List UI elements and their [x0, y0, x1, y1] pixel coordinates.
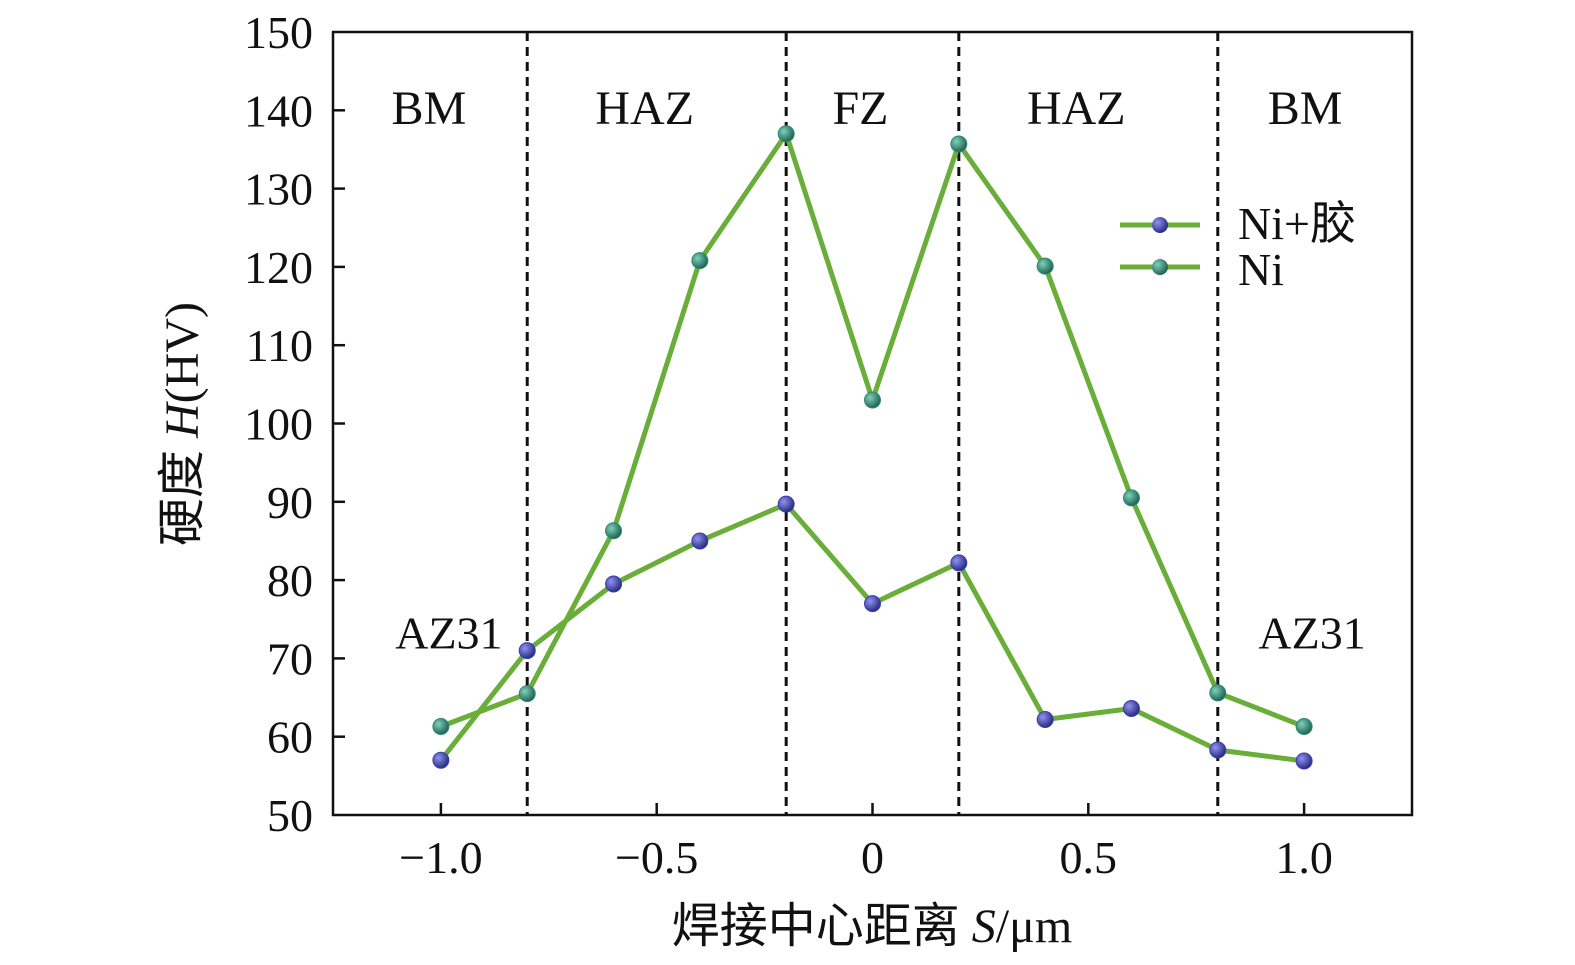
- plot-frame: [331, 30, 1414, 817]
- data-point-series-0: [950, 554, 968, 572]
- region-label: HAZ: [1027, 82, 1126, 135]
- data-point-series-1: [691, 252, 709, 270]
- data-point-series-1: [1036, 257, 1054, 275]
- y-axis-ticks: 50 60 70 80 90 100 110 120 130 140 150: [244, 7, 345, 841]
- region-label: HAZ: [595, 82, 694, 135]
- region-label: BM: [1268, 82, 1343, 135]
- y-tick-label: 70: [267, 633, 313, 684]
- x-tick-label: −0.5: [615, 832, 698, 883]
- region-label: BM: [392, 82, 467, 135]
- y-tick-label: 120: [244, 242, 313, 293]
- y-tick-label: 90: [267, 477, 313, 528]
- data-point-series-1: [1295, 718, 1313, 736]
- zone-boundaries: [525, 32, 1220, 815]
- data-point-series-1: [432, 718, 450, 736]
- y-tick-label: 60: [267, 712, 313, 763]
- x-tick-label: −1.0: [399, 832, 482, 883]
- data-point-series-1: [777, 125, 795, 143]
- series-markers: [432, 125, 1313, 770]
- series-lines: [438, 131, 1306, 764]
- data-point-series-0: [518, 642, 536, 660]
- x-tick-label: 0.5: [1060, 832, 1118, 883]
- y-tick-label: 150: [244, 7, 313, 58]
- y-tick-label: 80: [267, 555, 313, 606]
- annotation-label: AZ31: [395, 608, 502, 659]
- y-tick-label: 140: [244, 85, 313, 136]
- y-tick-label: 110: [246, 320, 313, 371]
- x-axis-ticks: −1.0 −0.5 0 0.5 1.0: [399, 803, 1333, 883]
- region-labels: BM HAZ FZ HAZ BM: [392, 82, 1343, 135]
- legend-marker-ni-glue: [1152, 217, 1168, 233]
- annotations: AZ31 AZ31: [395, 608, 1366, 659]
- annotation-label: AZ31: [1258, 608, 1365, 659]
- y-axis-title: 硬度 H(HV): [156, 302, 209, 546]
- legend-marker-ni: [1152, 259, 1168, 275]
- series-line-0: [438, 501, 1305, 764]
- data-point-series-1: [518, 685, 536, 703]
- y-tick-label: 130: [244, 164, 313, 215]
- data-point-series-1: [605, 522, 623, 540]
- region-label: FZ: [832, 82, 888, 135]
- data-point-series-1: [1209, 684, 1227, 702]
- data-point-series-1: [1122, 489, 1140, 507]
- x-tick-label: 0: [861, 832, 884, 883]
- legend: Ni+胶 Ni: [1120, 198, 1356, 295]
- data-point-series-0: [777, 495, 795, 513]
- y-tick-label: 50: [267, 790, 313, 841]
- legend-label-ni-glue: Ni+胶: [1238, 198, 1356, 249]
- data-point-series-1: [864, 391, 881, 409]
- data-point-series-1: [950, 135, 968, 153]
- x-axis-title: 焊接中心距离 S/μm: [672, 900, 1072, 953]
- data-point-series-0: [691, 532, 709, 550]
- data-point-series-0: [432, 751, 450, 769]
- y-tick-label: 100: [244, 399, 313, 450]
- legend-label-ni: Ni: [1238, 244, 1284, 295]
- x-tick-label: 1.0: [1275, 832, 1333, 883]
- data-point-series-0: [864, 595, 881, 613]
- data-point-series-0: [1209, 741, 1227, 759]
- data-point-series-0: [1295, 752, 1313, 770]
- data-point-series-0: [1036, 710, 1054, 728]
- data-point-series-0: [1122, 700, 1140, 718]
- data-point-series-0: [605, 575, 623, 593]
